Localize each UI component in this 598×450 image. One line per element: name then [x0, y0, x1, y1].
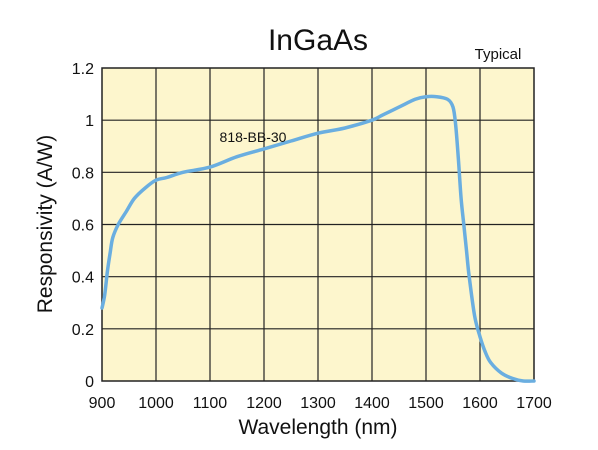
- y-tick-label: 1: [85, 113, 94, 130]
- x-tick-label: 1300: [300, 395, 336, 412]
- x-tick-label: 1200: [246, 395, 282, 412]
- x-axis-title: Wavelength (nm): [238, 416, 397, 439]
- grid: [102, 68, 534, 381]
- y-tick-label: 0.4: [72, 270, 94, 287]
- plot-frame: [101, 67, 535, 382]
- y-axis-title: Responsivity (A/W): [34, 135, 57, 314]
- y-tick-label: 0.6: [72, 218, 94, 235]
- x-tick-labels: 900 1000 1100 1200 1300 1400 1500 1600 1700: [89, 395, 552, 412]
- series-layer: [100, 94, 536, 383]
- y-tick-label: 0.2: [72, 322, 94, 339]
- x-tick-label: 900: [89, 395, 116, 412]
- series-line-0: [100, 94, 536, 383]
- chart-title: InGaAs: [268, 24, 368, 57]
- x-tick-label: 1600: [462, 395, 498, 412]
- x-tick-label: 1700: [516, 395, 552, 412]
- series-label: 818-BB-30: [220, 129, 287, 145]
- y-tick-label: 1.2: [72, 61, 94, 78]
- y-tick-label: 0.8: [72, 165, 94, 182]
- y-tick-labels: 0 0.2 0.4 0.6 0.8 1 1.2: [72, 61, 94, 391]
- x-tick-label: 1500: [408, 395, 444, 412]
- y-tick-label: 0: [85, 374, 94, 391]
- x-tick-label: 1400: [354, 395, 390, 412]
- x-tick-label: 1100: [193, 395, 228, 412]
- typical-note: Typical: [475, 46, 522, 63]
- x-tick-label: 1000: [138, 395, 174, 412]
